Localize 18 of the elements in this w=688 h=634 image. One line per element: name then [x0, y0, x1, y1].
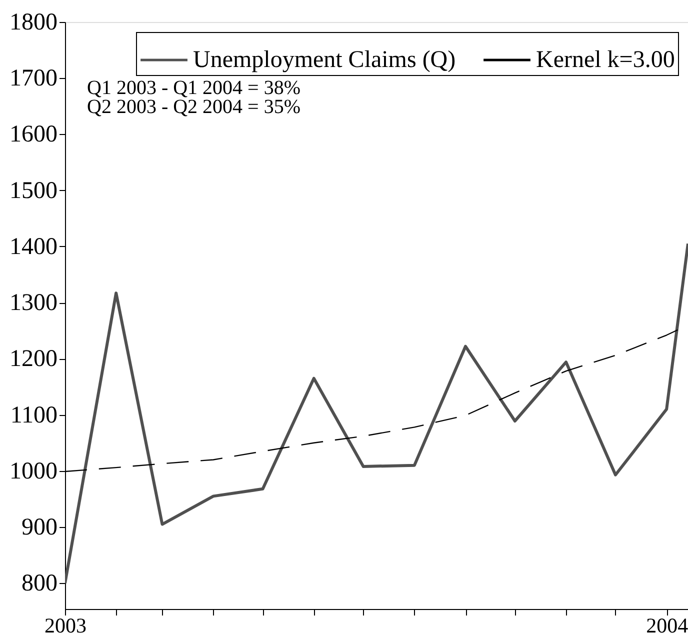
y-tick-label: 1100: [10, 402, 58, 428]
annotation: Q2 2003 - Q2 2004 = 35%: [87, 96, 300, 118]
y-tick-label: 1200: [10, 346, 58, 372]
y-tick-label: 900: [22, 514, 58, 541]
legend-label: Kernel k=3.00: [536, 47, 675, 73]
y-tick-label: 1800: [10, 10, 58, 36]
y-tick-label: 800: [22, 570, 58, 597]
x-tick-label: 2003: [44, 614, 86, 634]
x-tick-label: 2004: [646, 614, 688, 634]
legend-label: Unemployment Claims (Q): [193, 47, 456, 73]
y-tick-label: 1000: [10, 458, 58, 484]
y-tick-label: 1400: [10, 234, 58, 260]
annotation: Q1 2003 - Q1 2004 = 38%: [87, 77, 300, 99]
y-tick-label: 1500: [10, 178, 58, 204]
y-tick-label: 1700: [10, 66, 58, 92]
line-series: [65, 242, 688, 585]
y-tick-label: 1600: [10, 122, 58, 148]
y-tick-label: 1300: [10, 290, 58, 316]
